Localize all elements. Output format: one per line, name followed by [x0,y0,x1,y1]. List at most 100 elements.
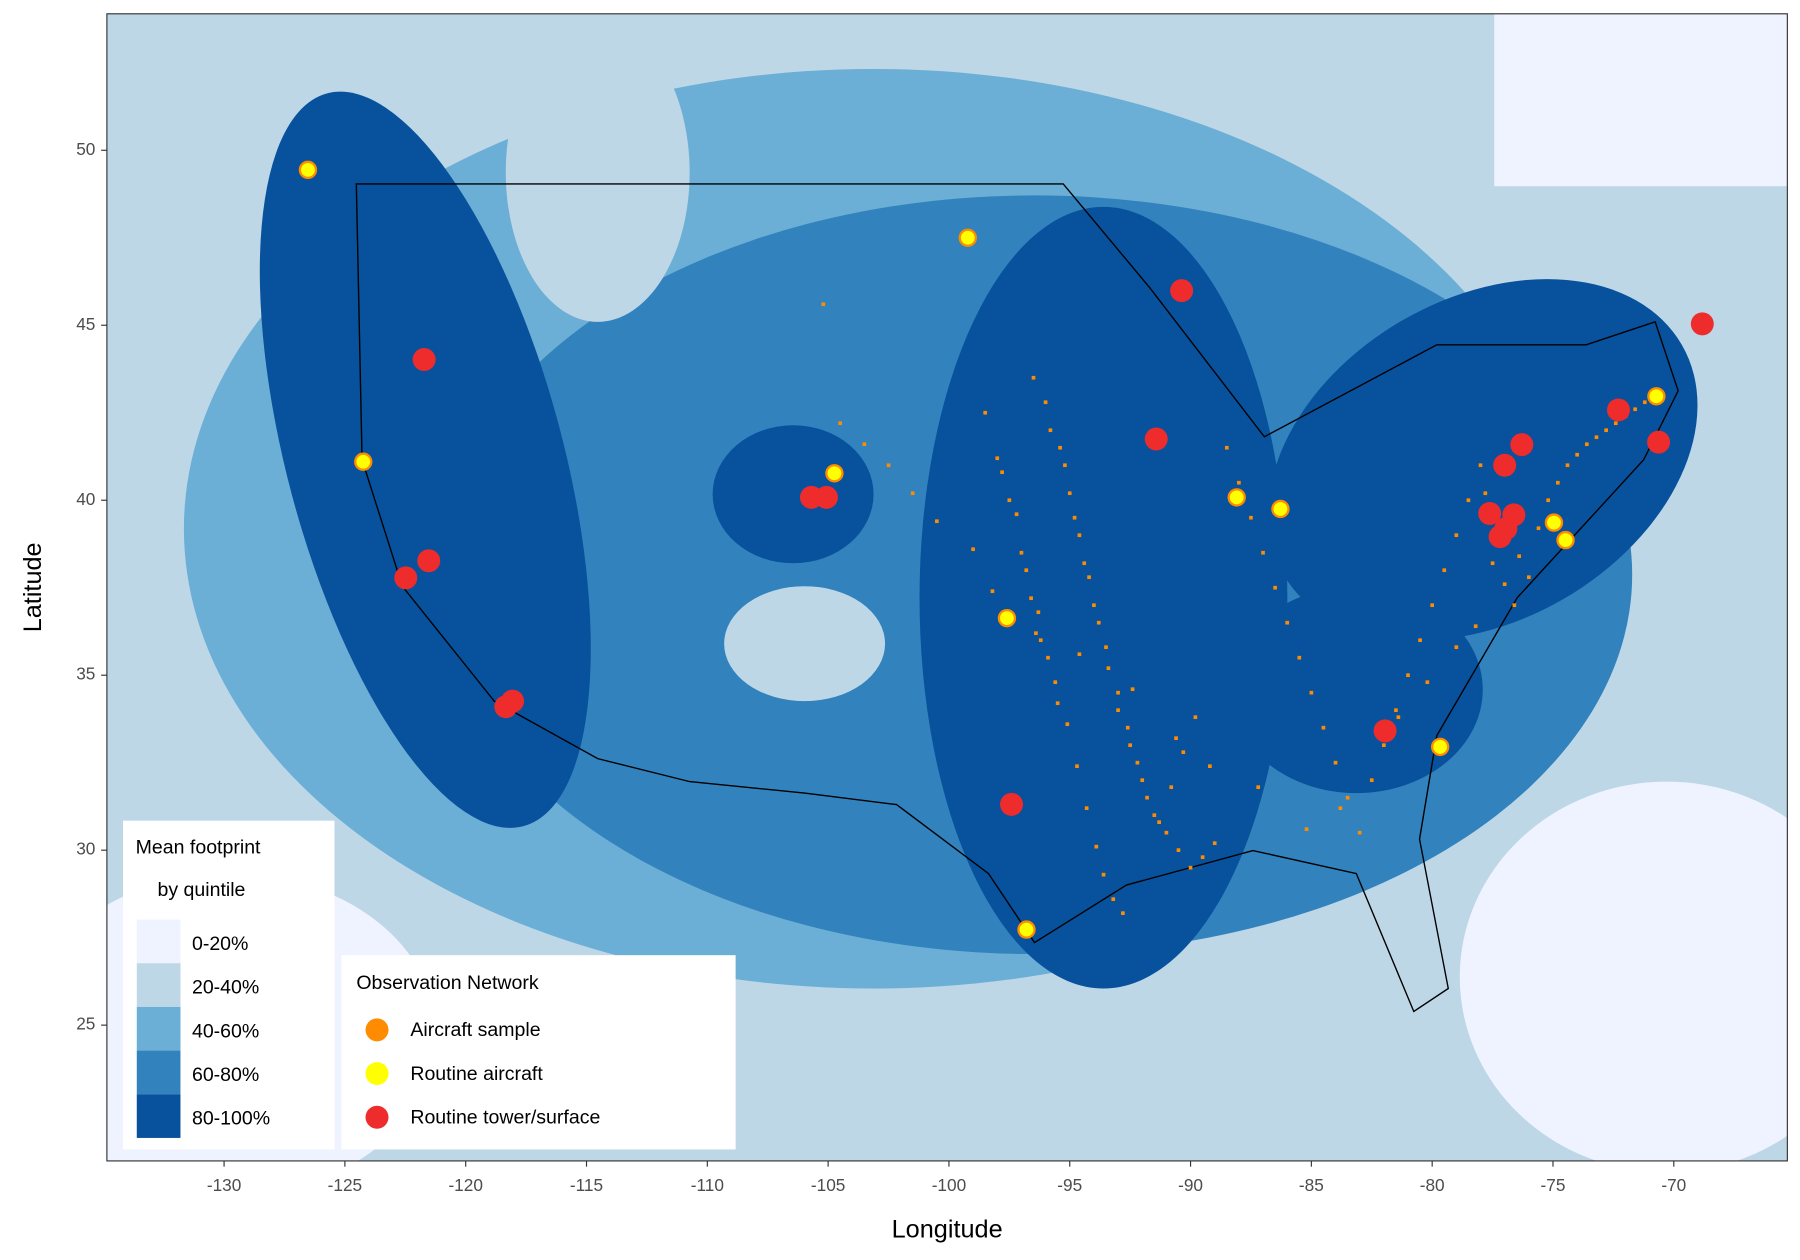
aircraft-sample-point [1029,596,1033,601]
x-tick-label: -95 [1057,1175,1082,1195]
aircraft-sample-point [1394,708,1398,713]
aircraft-sample-point [1338,806,1343,811]
x-axis-title: Longitude [892,1216,1003,1244]
x-tick-label: -130 [207,1175,242,1195]
aircraft-sample-point [1128,743,1132,748]
panel-border [106,13,1788,1162]
aircraft-sample-point [1135,760,1140,765]
aircraft-sample-point [1418,638,1422,643]
legend-title: Observation Network [356,972,539,994]
aircraft-sample-point [1152,813,1157,818]
aircraft-sample-point [1478,463,1483,468]
aircraft-sample-point [1174,736,1178,741]
aircraft-sample-point [1261,550,1265,555]
routine-tower-point [417,549,441,573]
routine-aircraft-point [354,452,373,471]
routine-tower-point [1488,525,1512,549]
map-region [1494,13,1788,187]
aircraft-sample-point [910,491,915,496]
routine-aircraft-point [1017,920,1036,939]
aircraft-sample-point [1058,445,1062,450]
aircraft-sample-point [1369,778,1374,783]
aircraft-sample-point [1642,400,1647,405]
aircraft-sample-point [1031,375,1036,380]
aircraft-sample-point [1633,407,1637,412]
routine-tower-point [1493,453,1517,477]
map-region [919,206,1288,989]
aircraft-sample-point [1034,631,1038,636]
fill-legend-swatch [136,919,181,964]
aircraft-sample-point [990,589,995,594]
aircraft-sample-point [1200,855,1205,860]
legend-label: Routine tower/surface [410,1107,600,1129]
aircraft-sample-point [1297,655,1302,660]
fill-legend-swatch [136,1050,181,1095]
legend-marker [365,1018,389,1042]
aircraft-sample-point [995,456,1000,461]
routine-aircraft-point [298,160,318,180]
aircraft-sample-point [1425,680,1430,685]
aircraft-sample-point [1193,715,1198,720]
aircraft-sample-point [1036,610,1041,615]
aircraft-sample-point [1466,498,1471,503]
aircraft-sample-point [1546,498,1550,503]
aircraft-sample-point [1157,820,1161,825]
aircraft-sample-point [838,421,843,426]
y-tick-label: 40 [76,489,95,509]
routine-tower-point [1000,792,1024,816]
aircraft-sample-point [1396,715,1401,720]
fill-legend-label: 60-80% [192,1064,259,1086]
x-tick-label: -80 [1420,1175,1445,1195]
aircraft-sample-point [1321,725,1326,730]
country-outline [355,183,1679,1013]
map-region [505,22,690,322]
aircraft-sample-point [983,410,988,415]
aircraft-sample-point [1125,725,1130,730]
aircraft-sample-point [886,463,891,468]
fill-legend-label: 0-20% [192,933,248,955]
y-axis-title: Latitude [19,542,47,632]
fill-legend-title: by quintile [157,879,245,901]
aircraft-sample-point [935,519,939,524]
aircraft-sample-point [1101,872,1106,877]
aircraft-sample-point [1082,561,1087,566]
fill-legend-title: Mean footprint [136,836,261,858]
routine-tower-point [814,485,838,509]
aircraft-sample-point [1594,435,1599,440]
fill-legend-label: 80-100% [192,1108,270,1130]
x-tick-label: -70 [1661,1175,1686,1195]
aircraft-sample-point [1454,533,1459,538]
aircraft-sample-point [1106,666,1111,671]
aircraft-sample-point [1130,687,1135,692]
fill-legend-swatch [136,1006,181,1051]
routine-tower-point [1510,433,1534,457]
x-tick-label: -85 [1299,1175,1324,1195]
aircraft-sample-point [1604,428,1608,433]
routine-tower-point [501,689,525,713]
aircraft-sample-point [1555,480,1560,485]
map-region [1459,781,1788,1161]
x-tick-label: -75 [1541,1175,1566,1195]
aircraft-sample-point [1007,498,1012,503]
routine-tower-point [1606,398,1630,422]
routine-aircraft-point [1227,488,1246,507]
aircraft-sample-point [1442,568,1447,573]
aircraft-sample-point [1164,830,1169,835]
routine-aircraft-point [1430,737,1450,757]
routine-aircraft-point [1556,530,1575,550]
aircraft-sample-point [1502,582,1507,587]
aircraft-sample-point [1084,806,1089,811]
routine-aircraft-point [1544,513,1564,532]
aircraft-sample-point [1584,442,1589,447]
aircraft-sample-point [1121,911,1125,915]
legend-label: Aircraft sample [410,1019,540,1041]
aircraft-sample-point [1000,470,1004,475]
aircraft-sample-point [1145,795,1149,800]
aircraft-sample-point [1072,515,1077,520]
routine-aircraft-point [1271,499,1290,519]
aircraft-sample-point [1224,445,1229,450]
x-tick-label: -100 [932,1175,967,1195]
aircraft-sample-point [1104,645,1108,650]
map-region [724,586,886,702]
aircraft-sample-point [1565,463,1570,468]
